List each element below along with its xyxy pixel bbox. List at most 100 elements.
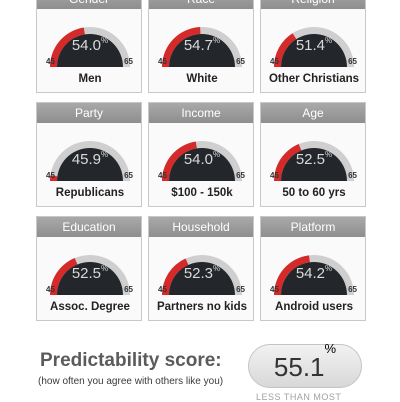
gauge-min-label: 45 bbox=[270, 285, 279, 294]
gauge-value: 45.9% bbox=[37, 150, 141, 168]
gauge-max-label: 65 bbox=[124, 285, 133, 294]
gauge-value-number: 54.0 bbox=[71, 37, 102, 54]
gauge-fill bbox=[50, 175, 58, 181]
gauge-min-label: 45 bbox=[158, 57, 167, 66]
gauge-dial bbox=[274, 255, 354, 295]
gauge-min-label: 45 bbox=[270, 171, 279, 180]
gauge-value-unit: % bbox=[325, 150, 333, 159]
gauge-fill bbox=[162, 258, 189, 295]
gauge-face bbox=[57, 148, 123, 181]
gauge-card-age: Age 52.5% 45 65 50 to 60 yrs bbox=[260, 102, 366, 207]
card-group-label: Republicans bbox=[55, 187, 125, 199]
gauge-fill bbox=[50, 258, 78, 295]
card-category-title: Gender bbox=[37, 0, 141, 9]
predictability-score-footer: LESS THAN MOST bbox=[256, 392, 342, 402]
gauge-card-religion: Religion 51.4% 45 65 Other Christians bbox=[260, 0, 366, 93]
card-category-title: Income bbox=[149, 103, 253, 123]
predictability-score-subtitle: (how often you agree with others like yo… bbox=[38, 376, 224, 387]
card-group-label: Assoc. Degree bbox=[50, 301, 130, 313]
gauge-value-unit: % bbox=[213, 264, 221, 273]
card-category-title: Age bbox=[261, 103, 365, 123]
gauge-value-unit: % bbox=[101, 150, 109, 159]
gauge: 52.5% 45 65 bbox=[261, 123, 365, 185]
gauge-dial bbox=[162, 255, 242, 295]
gauge-value: 52.5% bbox=[37, 264, 141, 282]
gauge-dial bbox=[274, 27, 354, 67]
gauge-face bbox=[169, 262, 235, 295]
gauge-face bbox=[57, 34, 123, 67]
gauge: 54.0% 45 65 bbox=[149, 123, 253, 185]
gauge-face bbox=[281, 148, 347, 181]
gauge: 52.3% 45 65 bbox=[149, 237, 253, 299]
card-category-title: Household bbox=[149, 217, 253, 237]
gauge-face bbox=[281, 34, 347, 67]
gauge-face bbox=[169, 148, 235, 181]
gauge-max-label: 65 bbox=[236, 171, 245, 180]
predictability-score-badge: 55.1% bbox=[248, 341, 362, 388]
gauge-value-unit: % bbox=[325, 36, 333, 45]
gauge: 51.4% 45 65 bbox=[261, 9, 365, 71]
gauge-value-unit: % bbox=[213, 36, 221, 45]
gauge: 54.0% 45 65 bbox=[37, 9, 141, 71]
card-category-title: Religion bbox=[261, 0, 365, 9]
gauge-min-label: 45 bbox=[270, 57, 279, 66]
card-group-label: Other Christians bbox=[268, 73, 360, 85]
predictability-score-unit: % bbox=[324, 341, 337, 356]
gauge-dial bbox=[274, 141, 354, 181]
gauge-fill bbox=[274, 255, 310, 295]
gauge-value: 54.0% bbox=[37, 36, 141, 54]
gauge-dial bbox=[162, 141, 242, 181]
gauge-dial bbox=[50, 27, 130, 67]
gauge-face bbox=[57, 262, 123, 295]
gauge-value-unit: % bbox=[213, 150, 221, 159]
gauge-min-label: 45 bbox=[158, 171, 167, 180]
gauge-fill bbox=[50, 27, 85, 67]
gauge-fill bbox=[162, 27, 201, 68]
card-category-title: Party bbox=[37, 103, 141, 123]
gauge-face bbox=[281, 262, 347, 295]
gauge-card-income: Income 54.0% 45 65 $100 - 150k bbox=[148, 102, 254, 207]
gauge-value-number: 54.2 bbox=[295, 265, 326, 282]
gauge-card-platform: Platform 54.2% 45 65 Android users bbox=[260, 216, 366, 321]
card-group-label: Men bbox=[78, 73, 102, 85]
gauge-card-household: Household 52.3% 45 65 Partners no kids bbox=[148, 216, 254, 321]
gauge-dial bbox=[162, 27, 242, 68]
gauge-fill bbox=[274, 144, 302, 181]
gauge-fill bbox=[162, 141, 197, 181]
gauge-value-number: 52.5 bbox=[71, 265, 102, 282]
gauge: 52.5% 45 65 bbox=[37, 237, 141, 299]
card-category-title: Race bbox=[149, 0, 253, 9]
card-category-title: Platform bbox=[261, 217, 365, 237]
card-group-label: $100 - 150k bbox=[171, 187, 233, 199]
gauge-value: 51.4% bbox=[261, 36, 365, 54]
gauge-value-unit: % bbox=[325, 264, 333, 273]
gauge: 54.7% 45 65 bbox=[149, 9, 253, 71]
gauge-value-number: 45.9 bbox=[71, 151, 102, 168]
gauge-max-label: 65 bbox=[124, 57, 133, 66]
gauge-card-party: Party 45.9% 45 65 Republicans bbox=[36, 102, 142, 207]
gauge-min-label: 45 bbox=[46, 285, 55, 294]
gauge-value: 54.7% bbox=[149, 36, 253, 54]
gauge-dial bbox=[50, 255, 130, 295]
card-category-title: Education bbox=[37, 217, 141, 237]
gauge-max-label: 65 bbox=[348, 57, 357, 66]
card-group-label: White bbox=[186, 73, 218, 85]
gauge-value: 54.0% bbox=[149, 150, 253, 168]
gauge-min-label: 45 bbox=[46, 171, 55, 180]
gauge-fill bbox=[274, 33, 297, 67]
gauge-value-number: 52.5 bbox=[295, 151, 326, 168]
gauge-card-race: Race 54.7% 45 65 White bbox=[148, 0, 254, 93]
gauge-max-label: 65 bbox=[124, 171, 133, 180]
gauge-value: 52.5% bbox=[261, 150, 365, 168]
predictability-score-title: Predictability score: bbox=[40, 350, 222, 371]
gauge: 54.2% 45 65 bbox=[261, 237, 365, 299]
gauge-min-label: 45 bbox=[158, 285, 167, 294]
gauge-value-unit: % bbox=[101, 264, 109, 273]
gauge-max-label: 65 bbox=[348, 171, 357, 180]
gauge-face bbox=[169, 34, 235, 67]
predictability-score-value: 55.1 bbox=[273, 352, 325, 382]
gauge-track bbox=[50, 141, 130, 181]
gauge-max-label: 65 bbox=[236, 285, 245, 294]
demographic-grid: Gender 54.0% 45 65 Men Race 54.7% 45 65 White Reli… bbox=[36, 0, 366, 321]
gauge-min-label: 45 bbox=[46, 57, 55, 66]
